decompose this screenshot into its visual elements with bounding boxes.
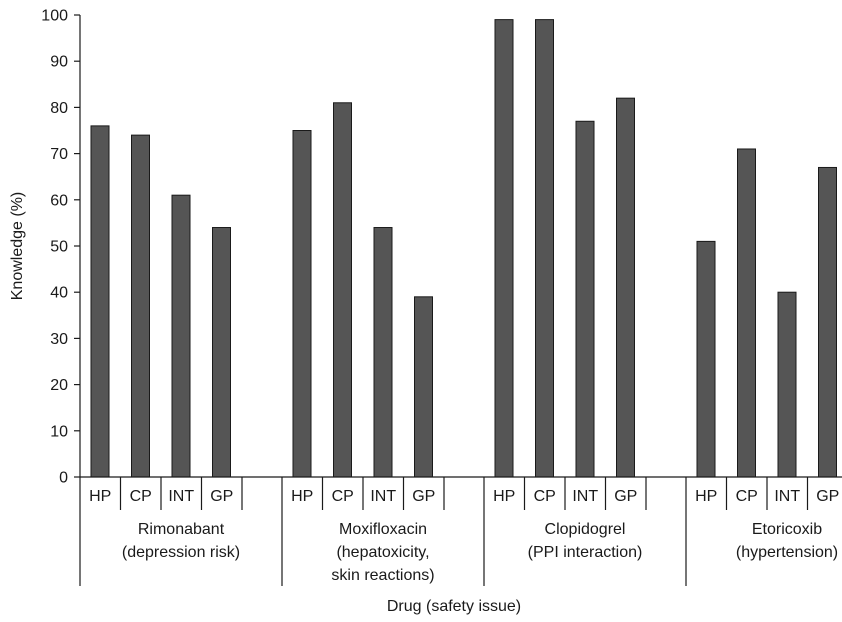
x-group-label-line: (hepatoxicity, <box>336 544 429 561</box>
bar <box>414 296 433 478</box>
y-tick-label: 80 <box>50 100 68 117</box>
bar <box>494 19 514 478</box>
bar <box>212 227 231 478</box>
x-category-label: INT <box>774 488 800 505</box>
x-group-label-line: Clopidogrel <box>545 521 626 538</box>
x-category-label: CP <box>534 488 556 505</box>
y-tick-label: 60 <box>50 192 68 209</box>
y-tick-label: 90 <box>50 54 68 71</box>
x-category-label: GP <box>816 488 839 505</box>
bar <box>777 291 797 478</box>
y-tick-label: 50 <box>50 239 68 256</box>
y-tick-label: 20 <box>50 377 68 394</box>
y-axis-title: Knowledge (%) <box>9 192 26 301</box>
bar <box>696 240 716 478</box>
x-category-label: GP <box>614 488 637 505</box>
bars <box>90 19 837 478</box>
x-category-label: CP <box>332 488 354 505</box>
x-category-label: INT <box>370 488 396 505</box>
y-tick-label: 0 <box>59 470 68 487</box>
x-category-label: HP <box>291 488 313 505</box>
x-axis-title: Drug (safety issue) <box>387 598 521 615</box>
x-group-label-line: skin reactions) <box>331 567 434 584</box>
x-group-label: Rimonabant (depression risk) <box>122 521 240 561</box>
bar <box>373 227 393 478</box>
x-group-label: Clopidogrel (PPI interaction) <box>528 521 643 561</box>
x-category-label: GP <box>210 488 233 505</box>
x-group-label-line: (depression risk) <box>122 544 240 561</box>
x-group-label-line: Moxifloxacin <box>339 521 427 538</box>
x-group-label: Etoricoxib (hypertension) <box>736 521 838 561</box>
x-group-label: Moxifloxacin (hepatoxicity, skin reactions… <box>331 521 434 584</box>
bar <box>575 120 595 478</box>
y-axis: 0 10 20 30 40 50 60 70 80 90 100 <box>41 8 81 487</box>
x-axis: HP CP INT GP Rimonabant (depression risk) HP CP… <box>79 476 842 586</box>
y-tick-label: 30 <box>50 331 68 348</box>
y-tick-label: 70 <box>50 146 68 163</box>
y-tick-label: 100 <box>41 8 68 25</box>
x-category-label: HP <box>695 488 717 505</box>
x-category-label: CP <box>736 488 758 505</box>
bar <box>535 19 554 478</box>
x-group-label-line: (PPI interaction) <box>528 544 643 561</box>
bar <box>616 97 635 478</box>
x-category-label: CP <box>130 488 152 505</box>
x-group-label-line: Rimonabant <box>138 521 225 538</box>
bar <box>292 130 312 478</box>
y-tick-label: 10 <box>50 423 68 440</box>
bar <box>171 194 191 478</box>
x-group-label-line: (hypertension) <box>736 544 838 561</box>
bar <box>90 125 110 478</box>
x-category-label: GP <box>412 488 435 505</box>
y-tick-label: 40 <box>50 285 68 302</box>
bar <box>333 102 352 478</box>
x-category-label: INT <box>572 488 598 505</box>
bar <box>131 134 150 478</box>
x-group-label-line: Etoricoxib <box>752 521 822 538</box>
bar <box>737 148 756 478</box>
bar <box>818 166 837 478</box>
x-category-label: HP <box>493 488 515 505</box>
x-category-label: HP <box>89 488 111 505</box>
x-category-label: INT <box>168 488 194 505</box>
